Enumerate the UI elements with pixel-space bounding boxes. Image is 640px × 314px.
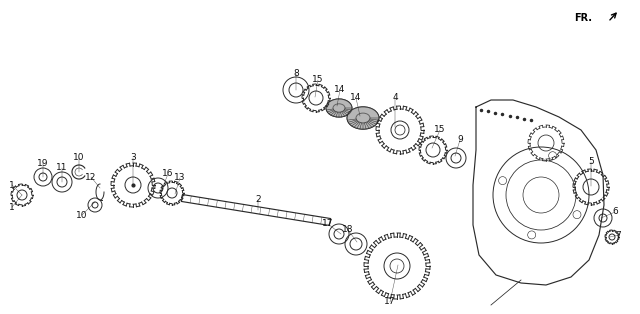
Text: 14: 14 <box>334 85 346 95</box>
Text: 1: 1 <box>9 203 15 212</box>
Text: 14: 14 <box>350 94 362 102</box>
Text: 7: 7 <box>615 230 621 240</box>
Text: 13: 13 <box>174 174 186 182</box>
Text: 2: 2 <box>255 196 261 204</box>
Text: 10: 10 <box>76 210 88 219</box>
Text: 1: 1 <box>9 181 15 190</box>
Text: 17: 17 <box>384 297 396 306</box>
Text: 16: 16 <box>163 170 173 178</box>
Text: 18: 18 <box>342 225 354 235</box>
Ellipse shape <box>326 99 352 117</box>
Text: FR.: FR. <box>574 13 592 23</box>
Text: 19: 19 <box>37 159 49 167</box>
Text: 15: 15 <box>435 126 445 134</box>
Text: 11: 11 <box>56 164 68 172</box>
Text: 5: 5 <box>588 158 594 166</box>
Ellipse shape <box>347 107 379 129</box>
Text: 12: 12 <box>85 172 97 181</box>
Text: 3: 3 <box>130 154 136 163</box>
Text: 10: 10 <box>73 154 84 163</box>
Text: 17: 17 <box>323 219 333 229</box>
Text: 4: 4 <box>392 94 398 102</box>
Text: 8: 8 <box>293 69 299 78</box>
Text: 15: 15 <box>312 75 324 84</box>
Text: 9: 9 <box>457 136 463 144</box>
Text: 6: 6 <box>612 208 618 216</box>
